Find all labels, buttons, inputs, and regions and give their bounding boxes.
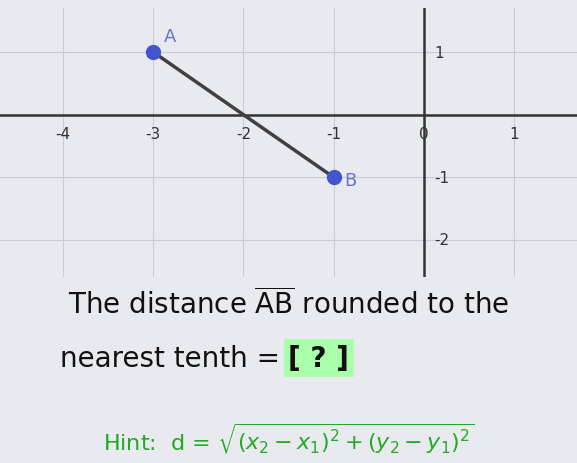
Text: -2: -2 (236, 127, 251, 142)
Text: -2: -2 (434, 233, 449, 248)
Text: -1: -1 (326, 127, 341, 142)
Text: [ ? ]: [ ? ] (288, 344, 350, 372)
Text: B: B (344, 172, 357, 189)
Text: The distance $\mathregular{\overline{AB}}$ rounded to the: The distance $\mathregular{\overline{AB}… (68, 288, 509, 319)
Text: -4: -4 (55, 127, 70, 142)
Text: Hint:  d = $\sqrt{(x_2 - x_1)^2 + (y_2 - y_1)^2}$: Hint: d = $\sqrt{(x_2 - x_1)^2 + (y_2 - … (103, 420, 474, 455)
Text: 1: 1 (509, 127, 519, 142)
Text: 1: 1 (434, 45, 444, 61)
Text: -3: -3 (145, 127, 161, 142)
Text: -1: -1 (434, 170, 449, 185)
Text: nearest tenth =: nearest tenth = (59, 344, 288, 372)
Text: A: A (164, 27, 177, 45)
Text: 0: 0 (419, 127, 429, 142)
